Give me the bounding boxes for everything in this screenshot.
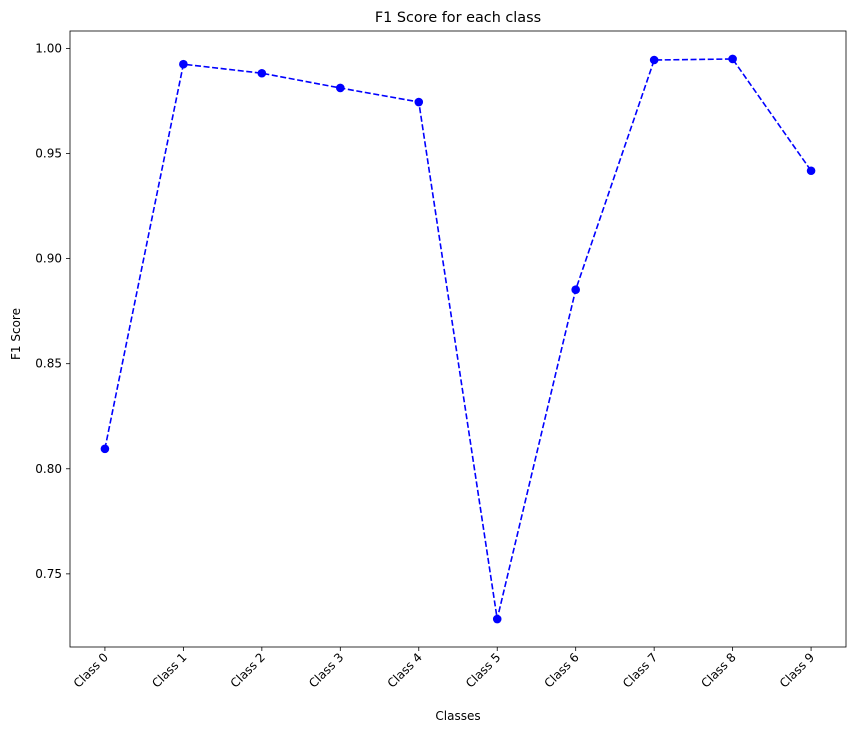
y-tick-label: 0.75 — [35, 567, 62, 581]
plot-area: 0.75 0.80 0.85 0.90 0.95 1.00 Class 0 Class 1 Cl… — [35, 30, 847, 691]
x-tick-label: Class 6 — [541, 650, 581, 690]
x-tick-label: Class 7 — [620, 650, 660, 690]
y-tick-label: 1.00 — [35, 41, 62, 55]
x-tick-label: Class 2 — [228, 650, 268, 690]
data-point — [100, 444, 110, 454]
data-point — [179, 59, 188, 69]
series-line — [104, 58, 812, 620]
y-axis-label: F1 Score — [9, 308, 23, 360]
x-axis-label: Classes — [435, 709, 480, 723]
data-point — [728, 54, 737, 64]
x-tick-label: Class 0 — [71, 650, 111, 690]
plot-frame — [69, 30, 847, 648]
data-point — [806, 166, 816, 176]
x-tick-label: Class 5 — [463, 650, 503, 690]
x-tick-label: Class 8 — [698, 650, 738, 690]
x-tick-label: Class 9 — [777, 650, 817, 690]
y-tick-label: 0.90 — [35, 252, 62, 266]
y-tick-label: 0.80 — [35, 462, 62, 476]
data-point — [257, 68, 267, 78]
x-tick-label: Class 3 — [306, 650, 346, 690]
data-point — [571, 285, 580, 295]
data-point — [336, 83, 345, 93]
x-tick-label: Class 4 — [385, 650, 425, 690]
data-point — [414, 97, 424, 107]
data-point — [492, 614, 502, 624]
data-point — [649, 55, 659, 65]
x-tick-label: Class 1 — [149, 650, 189, 690]
y-tick-label: 0.85 — [35, 357, 62, 371]
chart-title: F1 Score for each class — [375, 10, 541, 26]
y-tick-label: 0.95 — [35, 147, 62, 161]
